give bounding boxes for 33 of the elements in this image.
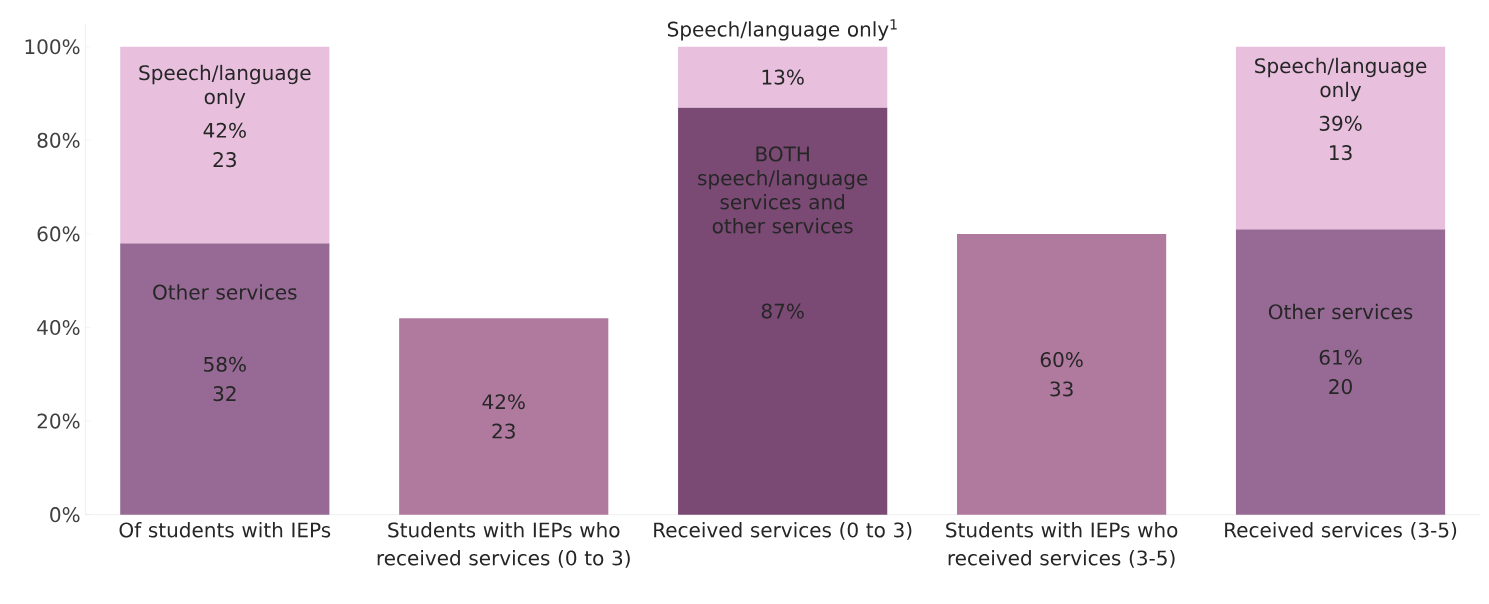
data-label: 60% 33 xyxy=(1040,352,1083,397)
data-label: 61% 20 xyxy=(1319,349,1362,395)
data-label: 87% xyxy=(761,303,804,319)
annotation: Other services xyxy=(153,284,297,300)
annotation: Speech/language only xyxy=(1255,57,1427,102)
bar xyxy=(957,233,1167,515)
annotation: Speech/language only$^{1}$ xyxy=(667,19,897,41)
x-tick-label: Received services (3-5) xyxy=(1225,522,1457,540)
data-label: 42% 23 xyxy=(203,122,246,168)
bar xyxy=(399,318,609,515)
x-tick-label: Students with IEPs who received services (3-5) xyxy=(946,522,1178,568)
bar xyxy=(678,46,888,108)
x-tick-label: Students with IEPs who received services (0 to 3) xyxy=(377,522,630,568)
y-tick-label: 60% xyxy=(37,226,80,242)
bar xyxy=(120,243,330,515)
data-label: 39% 13 xyxy=(1319,115,1362,161)
data-label: 42% 23 xyxy=(482,394,525,439)
x-tick-label: Of students with IEPs xyxy=(119,522,331,538)
y-tick-label: 100% xyxy=(25,39,80,55)
y-tick-label: 20% xyxy=(37,413,80,429)
data-label: 58% 32 xyxy=(204,356,246,402)
bar xyxy=(120,46,330,244)
data-label: 13% xyxy=(762,69,804,85)
annotation: Other services xyxy=(1268,303,1413,320)
annotation: BOTH speech/language services and other services xyxy=(698,146,868,234)
bar xyxy=(1235,46,1446,230)
annotation: Speech/language only xyxy=(139,64,311,109)
y-tick-label: 80% xyxy=(37,132,80,148)
bar xyxy=(1235,229,1446,515)
y-tick-label: 0% xyxy=(50,507,80,523)
x-tick-label: Received services (0 to 3) xyxy=(654,522,912,540)
y-tick-label: 40% xyxy=(37,319,80,336)
bar xyxy=(678,107,888,515)
